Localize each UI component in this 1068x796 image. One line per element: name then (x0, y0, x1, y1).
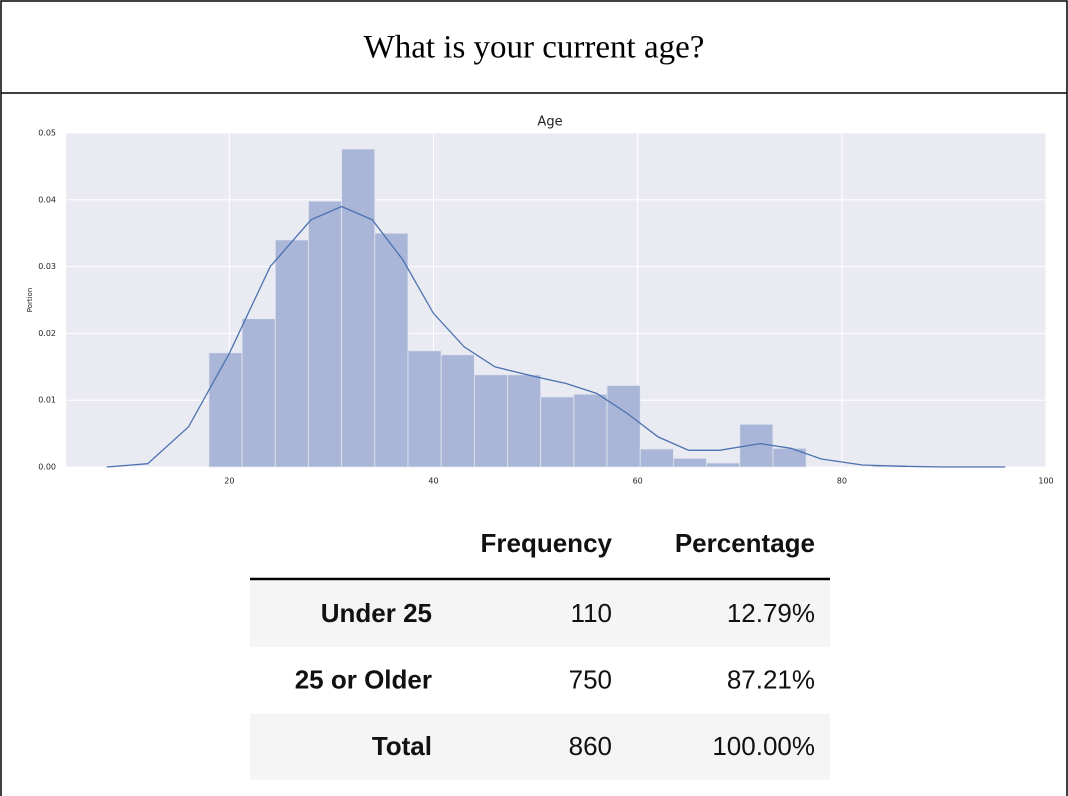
y-axis-label: Portion (26, 288, 34, 313)
bar (606, 385, 641, 468)
chart-title: Age (537, 115, 562, 130)
bar (706, 462, 741, 468)
table-cell: 12.79% (727, 598, 815, 628)
bar (573, 393, 608, 468)
table-cell: 750 (569, 664, 612, 694)
y-tick-label: 0.02 (38, 329, 56, 338)
row-label: Total (372, 731, 432, 761)
bar (639, 448, 674, 468)
bar (341, 148, 376, 468)
x-tick-label: 20 (224, 477, 234, 486)
y-tick-label: 0.05 (38, 129, 56, 138)
bar (374, 232, 409, 468)
y-tick-label: 0.04 (38, 195, 56, 204)
bar (672, 457, 707, 468)
bar (507, 374, 542, 468)
x-tick-label: 60 (633, 477, 643, 486)
table-cell: 87.21% (727, 664, 815, 694)
bar (407, 350, 442, 468)
table-cell: 100.00% (712, 731, 815, 761)
row-label: Under 25 (321, 598, 432, 628)
table-header: Frequency (481, 528, 613, 558)
x-tick-label: 40 (428, 477, 438, 486)
x-tick-label: 80 (837, 477, 847, 486)
bar (308, 200, 343, 468)
bar (208, 352, 243, 468)
row-label: 25 or Older (295, 664, 432, 694)
bar (772, 447, 807, 468)
table-cell: 860 (569, 731, 612, 761)
y-tick-label: 0.01 (38, 396, 56, 405)
bar (540, 396, 575, 468)
bar (241, 318, 276, 468)
y-tick-label: 0.00 (38, 463, 56, 472)
bar (473, 374, 508, 468)
table-row-bg (250, 581, 830, 647)
page-title: What is your current age? (364, 30, 705, 66)
bar (440, 354, 475, 468)
x-tick-label: 100 (1038, 477, 1053, 486)
table-header: Percentage (675, 528, 815, 558)
bar (274, 239, 309, 468)
kde-line (106, 205, 1006, 468)
table-row-bg (250, 714, 830, 780)
table-cell: 110 (571, 598, 612, 628)
y-tick-label: 0.03 (38, 262, 56, 271)
